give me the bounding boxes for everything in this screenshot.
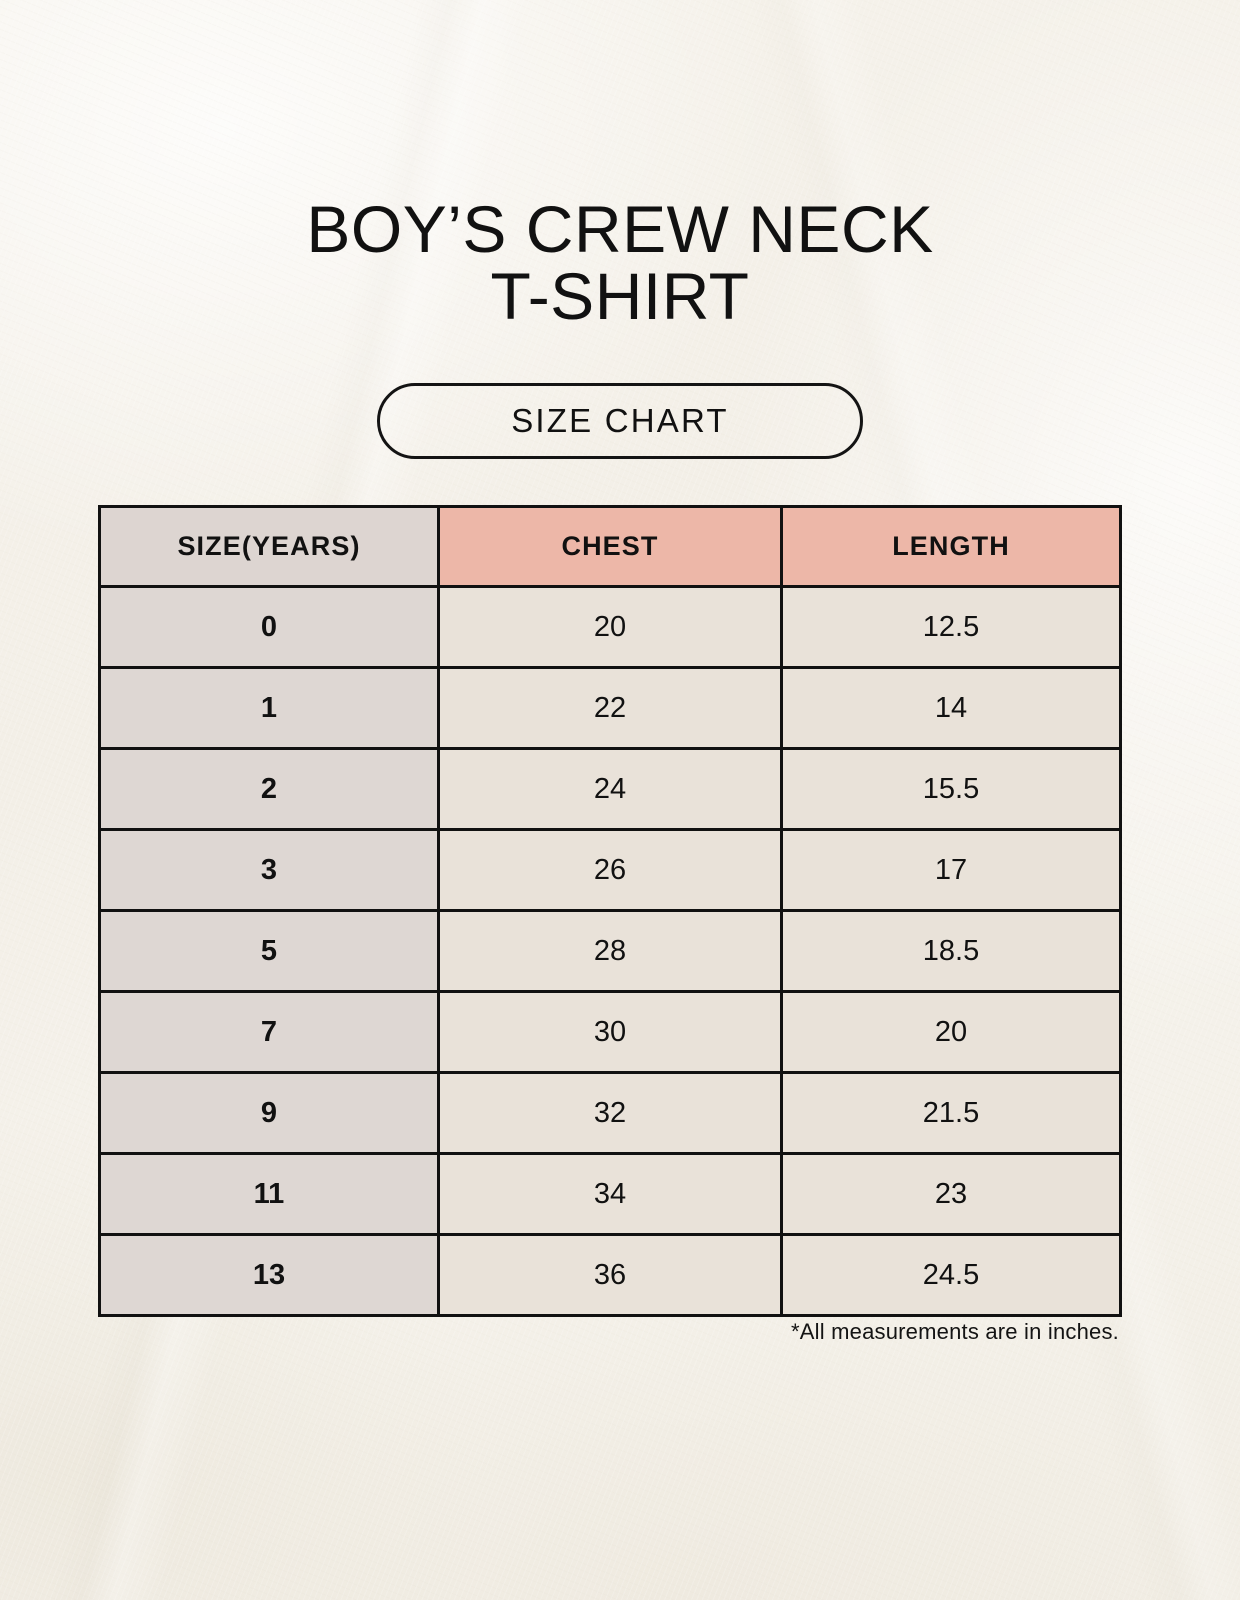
title-line-1: BOY’S CREW NECK: [306, 192, 934, 266]
table-row: 0 20 12.5: [98, 585, 1122, 669]
cell-length: 24.5: [780, 1233, 1122, 1317]
cell-chest: 20: [437, 585, 783, 669]
cell-size: 2: [98, 747, 440, 831]
table-row: 2 24 15.5: [98, 747, 1122, 831]
table-row: 1 22 14: [98, 666, 1122, 750]
cell-chest: 34: [437, 1152, 783, 1236]
cell-length: 12.5: [780, 585, 1122, 669]
size-chart-pill-container: SIZE CHART: [0, 383, 1240, 459]
cell-length: 20: [780, 990, 1122, 1074]
cell-length: 14: [780, 666, 1122, 750]
cell-size: 1: [98, 666, 440, 750]
cell-size: 7: [98, 990, 440, 1074]
size-chart-pill: SIZE CHART: [377, 383, 863, 459]
size-table-head: SIZE(YEARS) CHEST LENGTH: [98, 505, 1122, 588]
column-header-length: LENGTH: [780, 505, 1122, 588]
cell-chest: 24: [437, 747, 783, 831]
table-row: 9 32 21.5: [98, 1071, 1122, 1155]
cell-length: 21.5: [780, 1071, 1122, 1155]
measurements-footnote: *All measurements are in inches.: [791, 1319, 1119, 1344]
table-row: 11 34 23: [98, 1152, 1122, 1236]
table-row: 13 36 24.5: [98, 1233, 1122, 1317]
cell-chest: 22: [437, 666, 783, 750]
table-row: 3 26 17: [98, 828, 1122, 912]
cell-size: 0: [98, 585, 440, 669]
cell-chest: 26: [437, 828, 783, 912]
table-row: 7 30 20: [98, 990, 1122, 1074]
table-header-row: SIZE(YEARS) CHEST LENGTH: [98, 505, 1122, 588]
column-header-size: SIZE(YEARS): [98, 505, 440, 588]
table-row: 5 28 18.5: [98, 909, 1122, 993]
cell-chest: 28: [437, 909, 783, 993]
cell-chest: 36: [437, 1233, 783, 1317]
cell-chest: 32: [437, 1071, 783, 1155]
size-table: SIZE(YEARS) CHEST LENGTH 0 20 12.5 1 22 …: [98, 505, 1122, 1317]
cell-length: 17: [780, 828, 1122, 912]
size-table-body: 0 20 12.5 1 22 14 2 24 15.5 3 26 17: [98, 585, 1122, 1317]
cell-length: 15.5: [780, 747, 1122, 831]
title-line-2: T-SHIRT: [490, 259, 750, 334]
cell-size: 9: [98, 1071, 440, 1155]
cell-size: 11: [98, 1152, 440, 1236]
cell-chest: 30: [437, 990, 783, 1074]
cell-length: 18.5: [780, 909, 1122, 993]
cell-length: 23: [780, 1152, 1122, 1236]
cell-size: 3: [98, 828, 440, 912]
page-title: BOY’S CREW NECK T-SHIRT: [0, 192, 1240, 334]
size-table-container: SIZE(YEARS) CHEST LENGTH 0 20 12.5 1 22 …: [98, 505, 1122, 1317]
cell-size: 5: [98, 909, 440, 993]
cell-size: 13: [98, 1233, 440, 1317]
column-header-chest: CHEST: [437, 505, 783, 588]
